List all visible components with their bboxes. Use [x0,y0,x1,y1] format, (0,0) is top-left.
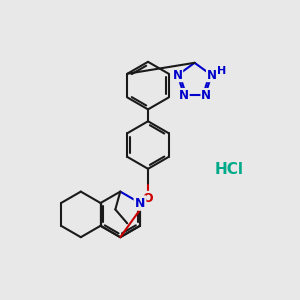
Text: N: N [179,88,189,102]
Text: O: O [143,192,153,205]
Text: HCl: HCl [215,162,244,177]
Text: N: N [172,69,183,82]
Text: N: N [206,69,217,82]
Text: N: N [201,88,211,102]
Text: H: H [217,66,226,76]
Text: N: N [135,196,145,209]
